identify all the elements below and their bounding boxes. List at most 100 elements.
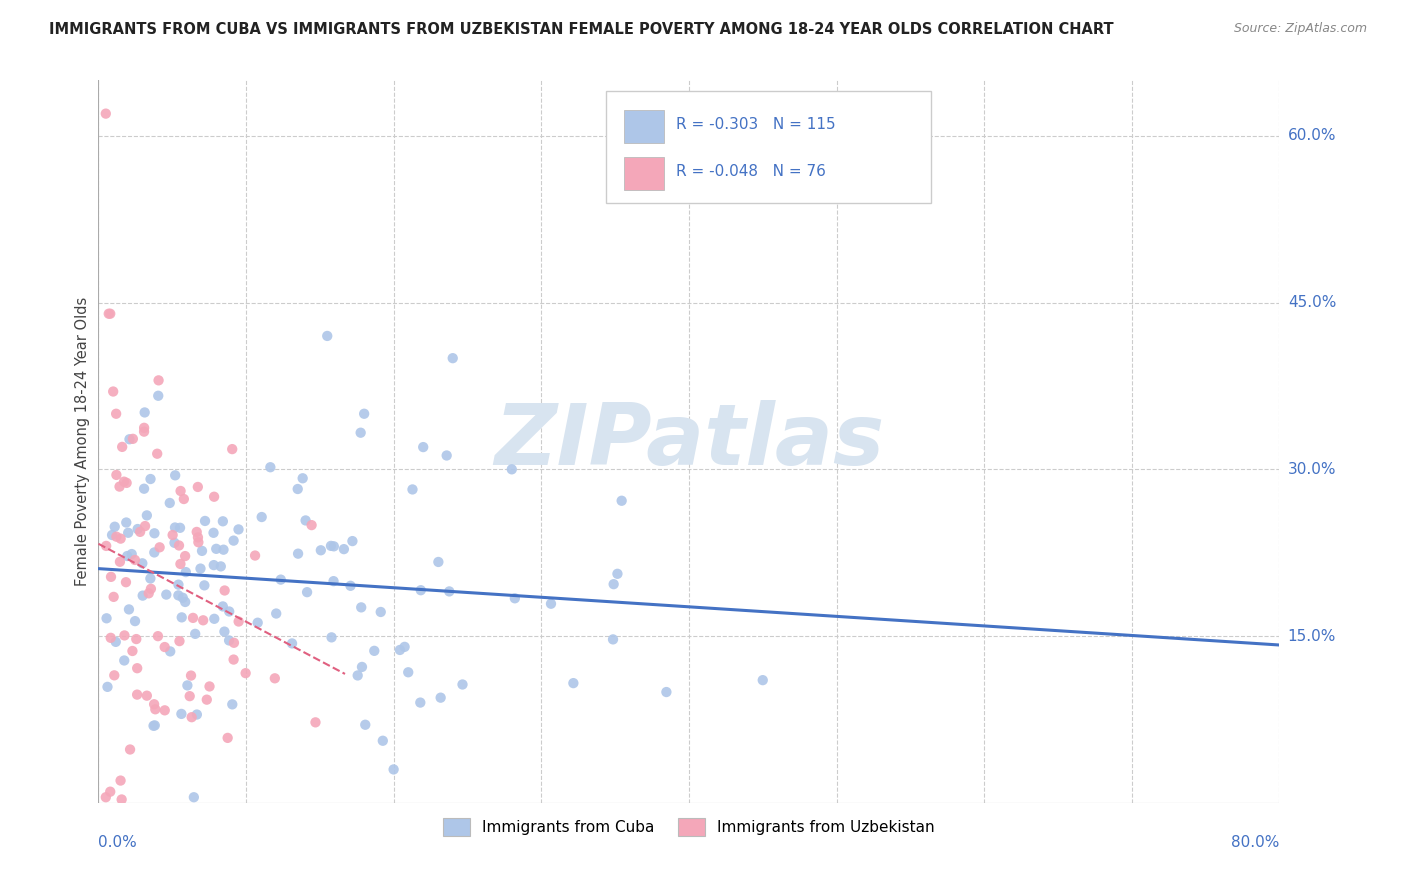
Point (193, 578, 215, 592)
Point (100, 631, 122, 645)
Point (139, 582, 162, 596)
Point (394, 640, 416, 654)
Point (441, 351, 464, 366)
Point (94, 106, 117, 120)
Point (114, 628, 136, 642)
Point (503, 591, 526, 606)
Point (382, 763, 405, 777)
Point (110, 773, 132, 788)
Point (163, 536, 186, 550)
Point (451, 677, 474, 691)
Point (263, 671, 285, 685)
Point (111, 792, 134, 806)
Point (342, 534, 364, 549)
Point (169, 483, 191, 498)
Point (198, 680, 221, 694)
Text: 0.0%: 0.0% (98, 835, 138, 850)
Point (179, 689, 201, 703)
Point (184, 627, 207, 641)
Point (287, 547, 309, 561)
Text: Source: ZipAtlas.com: Source: ZipAtlas.com (1233, 22, 1367, 36)
Point (214, 583, 236, 598)
Point (132, 425, 155, 439)
Point (98, 307, 121, 321)
Text: IMMIGRANTS FROM CUBA VS IMMIGRANTS FROM UZBEKISTAN FEMALE POVERTY AMONG 18-24 YE: IMMIGRANTS FROM CUBA VS IMMIGRANTS FROM … (49, 22, 1114, 37)
Point (129, 524, 152, 539)
Point (121, 547, 143, 561)
Point (218, 605, 240, 619)
Y-axis label: Female Poverty Among 18-24 Year Olds: Female Poverty Among 18-24 Year Olds (75, 297, 90, 586)
Point (350, 425, 373, 440)
Point (218, 633, 240, 648)
Point (322, 539, 344, 553)
Text: 60.0%: 60.0% (1288, 128, 1336, 144)
Point (174, 565, 197, 579)
Point (309, 543, 332, 558)
Point (176, 678, 198, 692)
Legend: Immigrants from Cuba, Immigrants from Uzbekistan: Immigrants from Cuba, Immigrants from Uz… (437, 813, 941, 842)
Point (132, 482, 155, 496)
Point (214, 624, 236, 639)
Point (191, 544, 214, 558)
Point (655, 685, 678, 699)
Point (540, 597, 562, 611)
Point (153, 640, 176, 654)
Point (751, 673, 773, 687)
Point (167, 577, 190, 591)
Point (103, 384, 125, 399)
Point (264, 607, 287, 621)
Point (169, 521, 191, 535)
Point (212, 542, 235, 557)
Point (429, 690, 451, 705)
Point (131, 557, 153, 571)
Point (409, 696, 432, 710)
Point (159, 644, 181, 658)
Point (250, 510, 273, 524)
Point (187, 535, 209, 549)
Point (172, 591, 194, 605)
FancyBboxPatch shape (624, 110, 664, 144)
Text: 80.0%: 80.0% (1232, 835, 1279, 850)
Point (401, 483, 423, 497)
Text: 45.0%: 45.0% (1288, 295, 1336, 310)
Point (103, 668, 125, 682)
Point (97, 307, 120, 321)
Point (396, 665, 419, 680)
Point (134, 421, 156, 435)
Point (170, 610, 193, 624)
Point (103, 590, 125, 604)
Point (146, 447, 169, 461)
Point (96, 680, 118, 694)
Point (412, 440, 434, 454)
Point (270, 573, 292, 587)
Point (174, 595, 197, 609)
Text: 15.0%: 15.0% (1288, 629, 1336, 643)
Point (333, 542, 356, 557)
Point (139, 472, 162, 486)
Point (211, 599, 233, 614)
Point (321, 631, 343, 645)
Point (246, 615, 269, 630)
Point (291, 471, 314, 485)
Point (610, 493, 633, 508)
Point (222, 636, 245, 650)
Point (388, 643, 411, 657)
Point (105, 407, 128, 421)
Point (202, 525, 225, 540)
Point (112, 475, 135, 489)
Point (162, 528, 184, 542)
Point (174, 549, 197, 563)
Point (195, 692, 218, 706)
Point (134, 405, 156, 419)
Point (350, 660, 373, 674)
Point (165, 468, 187, 483)
Point (209, 559, 232, 574)
Point (117, 549, 139, 563)
Point (138, 586, 160, 600)
Text: R = -0.048   N = 76: R = -0.048 N = 76 (676, 164, 825, 178)
Point (135, 689, 157, 703)
Point (118, 432, 141, 446)
Point (202, 490, 225, 504)
Point (190, 561, 212, 575)
Point (186, 524, 208, 539)
